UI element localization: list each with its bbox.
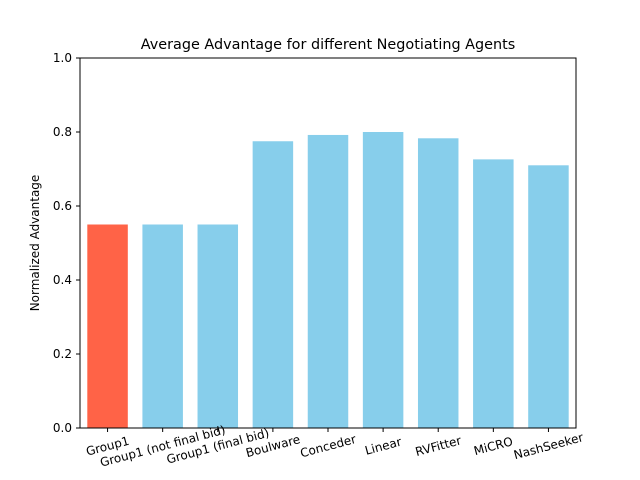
bars-group (87, 132, 569, 429)
y-tick-label-2: 0.4 (53, 273, 72, 287)
x-tick-label-7: MiCRO (472, 434, 514, 458)
y-tick-label-1: 0.2 (53, 347, 72, 361)
chart-title: Average Advantage for different Negotiat… (141, 37, 516, 53)
bar-4 (307, 134, 349, 428)
y-axis-label: Normalized Advantage (28, 175, 42, 312)
y-tick-label-0: 0.0 (53, 421, 72, 435)
y-tick-label-4: 0.8 (53, 125, 72, 139)
bar-1 (142, 224, 183, 428)
bar-5 (362, 132, 404, 428)
bar-6 (417, 138, 459, 429)
x-tick-label-8: NashSeeker (512, 430, 585, 462)
bar-0 (87, 224, 128, 428)
plot-frame (79, 57, 577, 429)
bar-8 (528, 165, 569, 429)
y-axis: 0.0 0.2 0.4 0.6 0.8 1.0 (53, 51, 80, 435)
bar-7 (473, 159, 514, 428)
x-tick-label-5: Linear (363, 435, 403, 458)
x-tick-label-4: Conceder (299, 432, 358, 460)
bar-3 (252, 141, 294, 428)
bar-2 (197, 224, 239, 428)
y-tick-label-3: 0.6 (53, 199, 72, 213)
y-tick-label-5: 1.0 (53, 51, 72, 65)
x-tick-label-6: RVFitter (414, 433, 463, 459)
